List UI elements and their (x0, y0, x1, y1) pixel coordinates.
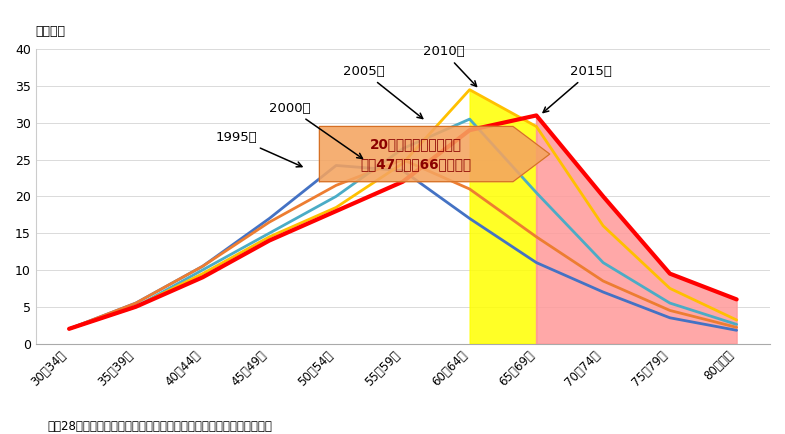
Polygon shape (319, 126, 550, 182)
Text: 2000年: 2000年 (269, 102, 363, 158)
Text: 1995年: 1995年 (216, 131, 302, 167)
Text: 2015年: 2015年 (543, 65, 612, 112)
Text: 2010年: 2010年 (423, 45, 476, 86)
Text: 平成28年度　（株）帝国データバンクの企業概要ファイルを再編加工: 平成28年度 （株）帝国データバンクの企業概要ファイルを再編加工 (47, 420, 272, 433)
Text: 20年間で経営者年齢の
山は47歳から66歳へ移動: 20年間で経営者年齢の 山は47歳から66歳へ移動 (360, 137, 472, 171)
Text: （万人）: （万人） (36, 25, 66, 38)
Text: 2005年: 2005年 (343, 65, 422, 118)
